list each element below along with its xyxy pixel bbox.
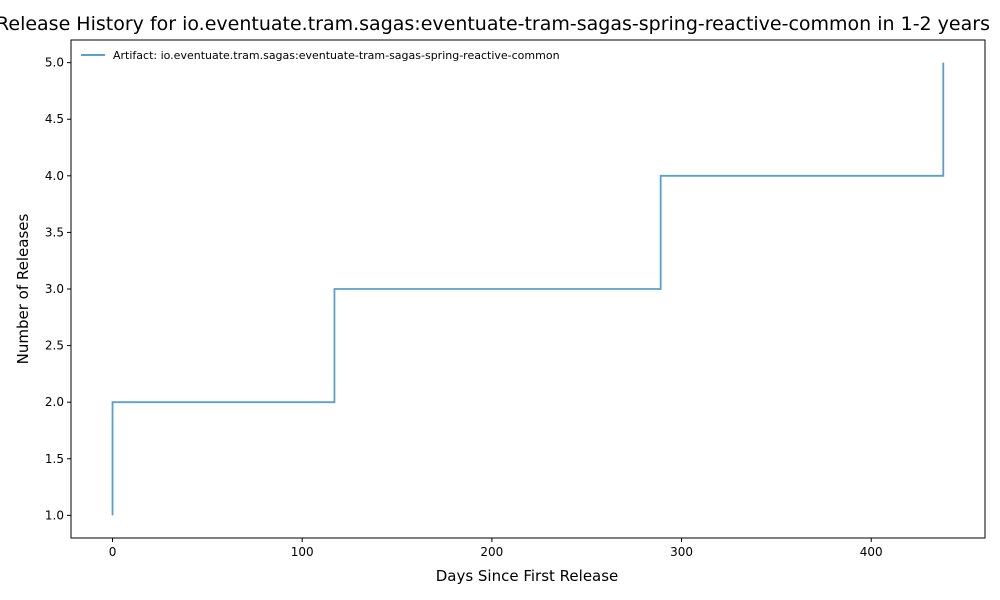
y-tick-label: 3.0: [45, 282, 64, 296]
series-layer: [111, 62, 945, 516]
y-tick-label: 3.5: [45, 225, 64, 239]
y-tick-label: 5.0: [45, 56, 64, 70]
legend-label: Artifact: io.eventuate.tram.sagas:eventu…: [113, 49, 560, 62]
y-tick-label: 1.5: [45, 452, 64, 466]
y-axis-label: Number of Releases: [14, 213, 32, 364]
legend: Artifact: io.eventuate.tram.sagas:eventu…: [81, 49, 560, 62]
plot-area: 0 100 200 300 400 1.0 1.5 2.0 2.5 3.0 3.5 4.0 4.5 5.…: [45, 39, 986, 559]
series-line: [111, 62, 945, 516]
x-tick-label: 200: [480, 545, 503, 559]
x-axis: 0 100 200 300 400: [109, 538, 883, 559]
x-tick-label: 0: [109, 545, 117, 559]
y-tick-label: 4.5: [45, 112, 64, 126]
y-tick-label: 2.5: [45, 339, 64, 353]
y-axis: 1.0 1.5 2.0 2.5 3.0 3.5 4.0 4.5 5.0: [45, 56, 71, 522]
x-tick-label: 300: [670, 545, 693, 559]
y-tick-label: 1.0: [45, 508, 64, 522]
chart-title: Release History for io.eventuate.tram.sa…: [0, 13, 990, 35]
x-tick-label: 400: [860, 545, 883, 559]
y-tick-label: 4.0: [45, 169, 64, 183]
x-tick-label: 100: [291, 545, 314, 559]
y-tick-label: 2.0: [45, 395, 64, 409]
x-axis-label: Days Since First Release: [436, 567, 619, 585]
